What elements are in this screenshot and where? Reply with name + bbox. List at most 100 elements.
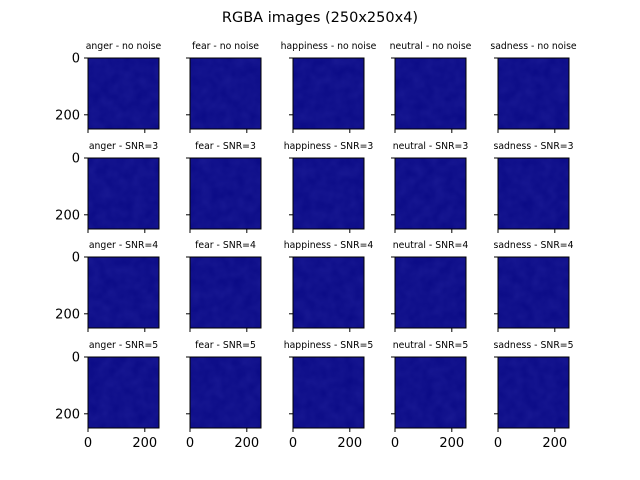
image-texture — [293, 58, 364, 129]
panel-title: neutral - SNR=3 — [393, 141, 469, 152]
image-panel: fear - SNR=3 — [186, 141, 262, 233]
axes-frame — [87, 256, 160, 329]
image-texture — [88, 257, 159, 328]
panel-title: sadness - no noise — [490, 41, 577, 52]
panel-title: fear - no noise — [192, 41, 259, 52]
image-panel: happiness - SNR=5 0 200 — [284, 340, 374, 451]
panel-title: fear - SNR=3 — [195, 141, 256, 152]
y-tick-label: 0 — [72, 152, 80, 167]
axes-frame — [292, 356, 365, 429]
x-tick-label: 200 — [542, 436, 567, 451]
panel-title: happiness - SNR=5 — [284, 340, 374, 351]
axes-frame — [87, 57, 160, 130]
image-panel: sadness - no noise — [490, 41, 577, 133]
image-texture — [190, 357, 261, 428]
image-texture — [395, 58, 466, 129]
axes-frame — [497, 356, 570, 429]
axes-frame — [189, 256, 262, 329]
x-tick-label: 200 — [234, 436, 259, 451]
image-texture — [88, 357, 159, 428]
panel-title: anger - SNR=4 — [89, 240, 158, 251]
y-tick-label: 0 — [72, 351, 80, 366]
panel-title: neutral - no noise — [390, 41, 472, 52]
image-panel: neutral - SNR=5 0 200 — [391, 340, 468, 451]
image-texture — [498, 158, 569, 229]
image-panel: anger - SNR=5 0 200 0 200 — [55, 340, 160, 451]
x-tick-label: 200 — [337, 436, 362, 451]
y-tick-label: 200 — [55, 407, 80, 422]
image-texture — [293, 257, 364, 328]
panel-title: neutral - SNR=4 — [393, 240, 469, 251]
panel-title: happiness - SNR=3 — [284, 141, 374, 152]
axes-frame — [394, 57, 467, 130]
axes-frame — [292, 57, 365, 130]
image-panel: sadness - SNR=3 — [493, 141, 574, 233]
x-tick-label: 0 — [391, 436, 399, 451]
axes-frame — [497, 157, 570, 230]
image-panel: anger - SNR=4 0 200 — [55, 240, 160, 332]
axes-frame — [394, 157, 467, 230]
image-texture — [395, 357, 466, 428]
image-panel: fear - SNR=5 0 200 — [186, 340, 262, 451]
panel-grid: anger - no noise 0 200 fear - no noise happi… — [55, 41, 577, 451]
axes-frame — [292, 157, 365, 230]
image-texture — [293, 357, 364, 428]
image-texture — [293, 158, 364, 229]
image-panel: neutral - no noise — [390, 41, 472, 133]
panel-title: sadness - SNR=5 — [493, 340, 573, 351]
panel-title: fear - SNR=5 — [195, 340, 256, 351]
panel-title: happiness - no noise — [281, 41, 377, 52]
image-texture — [498, 257, 569, 328]
panel-title: anger - SNR=5 — [89, 340, 158, 351]
axes-frame — [497, 256, 570, 329]
image-panel: anger - no noise 0 200 — [55, 41, 162, 133]
image-panel: sadness - SNR=5 0 200 — [493, 340, 573, 451]
image-panel: happiness - no noise — [281, 41, 377, 133]
panel-title: anger - no noise — [86, 41, 162, 52]
axes-frame — [87, 356, 160, 429]
image-panel: happiness - SNR=3 — [284, 141, 374, 233]
x-tick-label: 0 — [494, 436, 502, 451]
image-texture — [190, 58, 261, 129]
x-tick-label: 0 — [289, 436, 297, 451]
x-tick-label: 200 — [132, 436, 157, 451]
image-texture — [88, 158, 159, 229]
axes-frame — [189, 356, 262, 429]
image-texture — [395, 158, 466, 229]
y-tick-label: 200 — [55, 108, 80, 123]
axes-frame — [292, 256, 365, 329]
image-panel: fear - no noise — [186, 41, 262, 133]
figure-title: RGBA images (250x250x4) — [222, 10, 418, 26]
image-texture — [190, 257, 261, 328]
image-panel: fear - SNR=4 — [186, 240, 262, 332]
axes-frame — [497, 57, 570, 130]
axes-frame — [189, 57, 262, 130]
image-panel: happiness - SNR=4 — [284, 240, 374, 332]
image-texture — [190, 158, 261, 229]
image-panel: neutral - SNR=3 — [391, 141, 468, 233]
image-panel: sadness - SNR=4 — [493, 240, 574, 332]
image-panel: anger - SNR=3 0 200 — [55, 141, 160, 233]
axes-frame — [394, 256, 467, 329]
panel-title: happiness - SNR=4 — [284, 240, 374, 251]
axes-frame — [189, 157, 262, 230]
axes-frame — [394, 356, 467, 429]
image-texture — [498, 58, 569, 129]
panel-title: sadness - SNR=4 — [493, 240, 573, 251]
y-tick-label: 0 — [72, 251, 80, 266]
image-texture — [395, 257, 466, 328]
image-panel: neutral - SNR=4 — [391, 240, 468, 332]
x-tick-label: 0 — [186, 436, 194, 451]
image-texture — [88, 58, 159, 129]
x-tick-label: 0 — [84, 436, 92, 451]
panel-title: anger - SNR=3 — [89, 141, 158, 152]
image-texture — [498, 357, 569, 428]
panel-title: neutral - SNR=5 — [393, 340, 469, 351]
panel-title: sadness - SNR=3 — [493, 141, 573, 152]
panel-title: fear - SNR=4 — [195, 240, 256, 251]
axes-frame — [87, 157, 160, 230]
y-tick-label: 0 — [72, 52, 80, 67]
y-tick-label: 200 — [55, 307, 80, 322]
x-tick-label: 200 — [439, 436, 464, 451]
